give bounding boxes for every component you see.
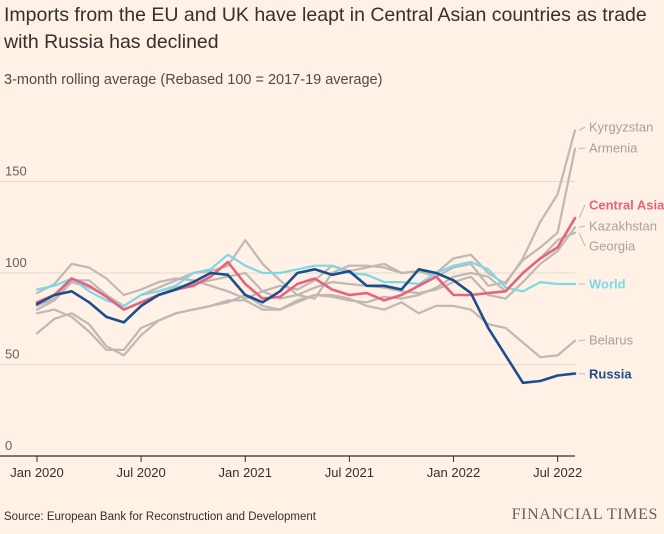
label-georgia: Georgia (589, 239, 636, 254)
x-tick-label: Jul 2020 (117, 465, 166, 480)
x-tick-label: Jul 2022 (533, 465, 582, 480)
ft-logo: FINANCIAL TIMES (511, 506, 658, 523)
leader-belarus (578, 339, 586, 342)
source-note: Source: European Bank for Reconstruction… (4, 511, 316, 523)
leader-central-asia (578, 204, 586, 219)
label-kazakhstan: Kazakhstan (589, 219, 657, 234)
label-armenia: Armenia (589, 141, 638, 156)
y-tick-label: 100 (5, 255, 27, 270)
series-labels: Kyrgyzstan Armenia Kazakhstan Georgia Belaru… (578, 120, 664, 382)
y-tick-label: 50 (5, 347, 19, 362)
series-line-kyrgyzstan (35, 129, 577, 307)
y-tick-label: 150 (5, 164, 27, 179)
leader-kazakhstan (578, 225, 586, 228)
label-kyrgyzstan: Kyrgyzstan (589, 120, 653, 135)
x-tick-label: Jan 2022 (427, 465, 481, 480)
leader-kyrgyzstan (578, 126, 586, 131)
gridlines: 0 50 100 150 (0, 164, 575, 457)
series-line-central-asia (35, 216, 577, 311)
x-axis: Jan 2020 Jul 2020 Jan 2021 Jul 2021 Jan 2022… (10, 456, 582, 480)
label-central-asia: Central Asia (589, 198, 664, 213)
series-line-world (35, 253, 577, 307)
x-tick-label: Jul 2021 (325, 465, 374, 480)
leader-georgia (578, 232, 586, 247)
chart-title: Imports from the EU and UK have leapt in… (4, 4, 647, 53)
leader-armenia (578, 147, 586, 150)
series-lines (35, 129, 577, 385)
x-tick-label: Jan 2021 (219, 465, 273, 480)
y-tick-label: 0 (5, 438, 12, 453)
label-belarus: Belarus (589, 333, 634, 348)
chart-subtitle: 3-month rolling average (Rebased 100 = 2… (4, 72, 383, 88)
label-russia: Russia (589, 367, 632, 382)
label-world: World (589, 277, 626, 292)
series-line-russia (35, 268, 577, 385)
x-tick-label: Jan 2020 (10, 465, 64, 480)
series-line-armenia (35, 147, 577, 300)
